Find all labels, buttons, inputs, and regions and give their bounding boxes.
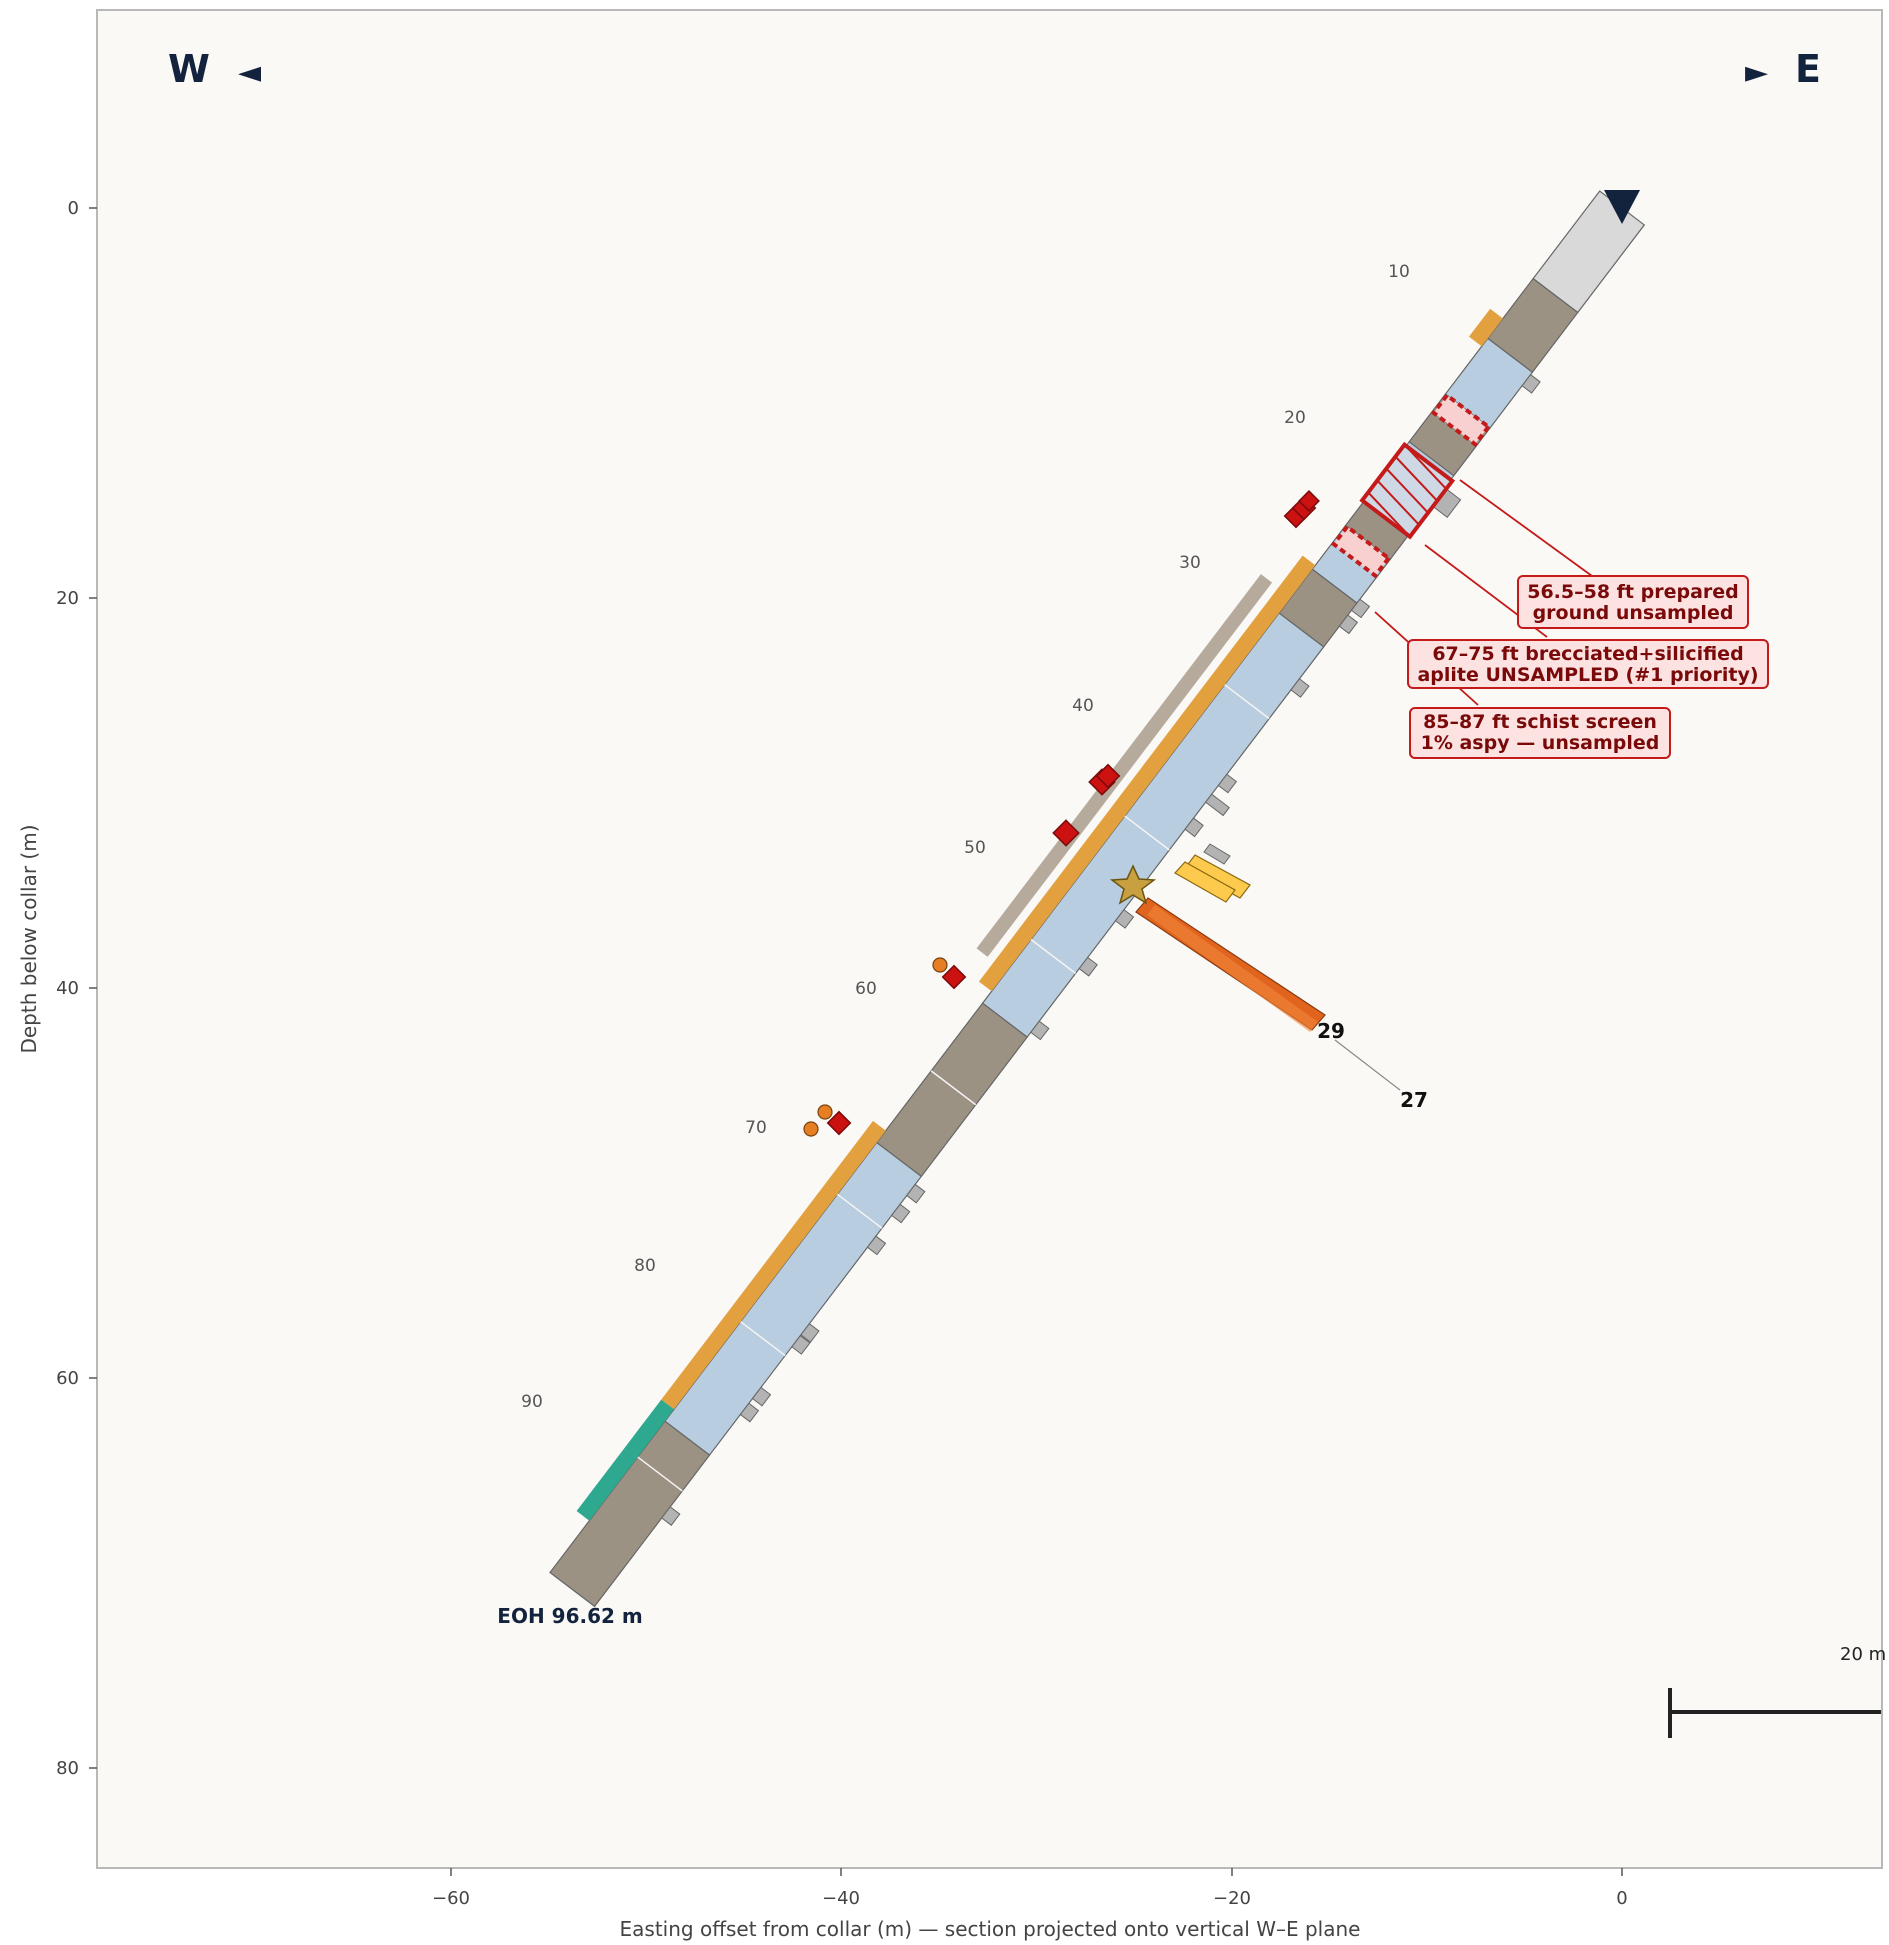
silicified-band [976,574,1273,957]
callout-2-line1: 67–75 ft brecciated+silicified [1432,643,1743,665]
y-tick-label: 20 [56,588,79,609]
y-axis-title: Depth below collar (m) [17,824,41,1053]
drillhole-trace [549,190,1646,1608]
depth-label: 10 [1388,262,1410,282]
callout-box-3 [1409,707,1671,759]
callout-2-line2: aplite UNSAMPLED (#1 priority) [1417,664,1758,686]
y-tick-label: 40 [56,978,79,999]
vein-label-a: 29 [1317,1019,1345,1043]
scale-bar-label: 20 m [1840,1644,1886,1665]
depth-label: 30 [1179,553,1201,573]
depth-label: 90 [521,1392,543,1412]
x-tick-label: −20 [1213,1888,1251,1909]
alteration-band [1468,308,1503,347]
vein-label-b: 27 [1400,1088,1428,1112]
schist-interval [549,1420,711,1608]
sample-tabs [661,373,1541,1526]
sulfide-markers [826,490,1320,1136]
unsampled-interval-3 [1331,523,1392,579]
depth-label: 50 [964,838,986,858]
depth-label: 20 [1284,408,1306,428]
callout-1-line1: 56.5–58 ft prepared [1527,581,1739,603]
compass-west: W [168,47,210,91]
callout-box-2 [1407,639,1769,689]
y-tick-label: 0 [68,198,79,219]
west-arrow-icon: ◄ [238,55,261,90]
east-arrow-icon: ► [1745,55,1768,90]
collar-marker-icon [1604,190,1640,224]
unsampled-interval-1 [1430,392,1492,448]
callout-1-line2: ground unsampled [1533,602,1734,624]
callout-3-line1: 85–87 ft schist screen [1423,711,1657,733]
x-axis-title: Easting offset from collar (m) — section… [620,1917,1361,1941]
vein-group [1135,843,1326,1032]
core-run-ticks [637,684,1270,1492]
vein-leader-line [1334,1039,1401,1091]
axis-tick-marks [89,207,1623,1876]
callout-box-1 [1517,575,1749,629]
eoh-label: EOH 96.62 m [497,1604,642,1628]
depth-label: 40 [1072,696,1094,716]
alteration-band [978,555,1316,992]
arsenopyrite-markers [803,957,948,1137]
star-icon [1109,864,1157,905]
depth-label: 70 [745,1118,767,1138]
depth-label: 80 [634,1256,656,1276]
alteration-band [661,1120,886,1410]
compass-east: E [1795,47,1821,91]
depth-label: 60 [855,979,877,999]
scale-bar [1668,1688,1881,1738]
callout-3-line2: 1% aspy — unsampled [1421,732,1660,754]
x-tick-label: −60 [432,1888,470,1909]
y-tick-label: 60 [56,1368,79,1389]
teal-band [576,1399,675,1521]
y-tick-label: 80 [56,1758,79,1779]
unsampled-hatch [1367,443,1447,538]
x-tick-label: 0 [1616,1888,1627,1909]
x-tick-label: −40 [822,1888,860,1909]
